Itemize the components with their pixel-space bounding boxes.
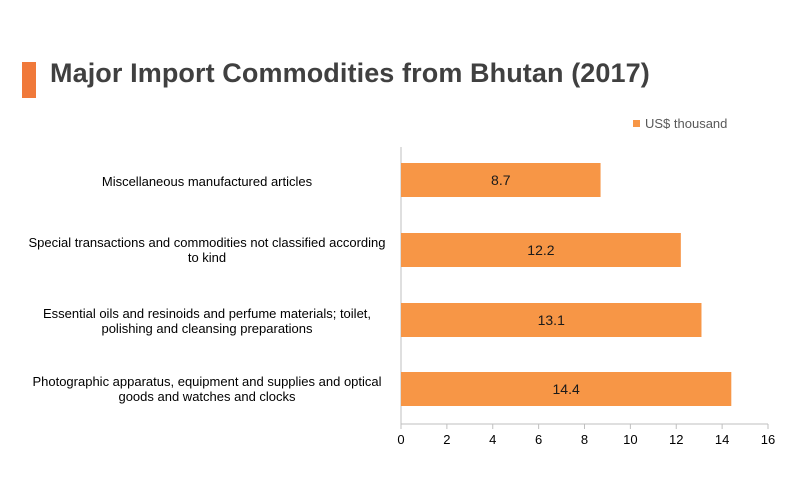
x-tick-label: 4 xyxy=(489,432,496,447)
y-category-label: Essential oils and resinoids and perfume… xyxy=(42,306,372,336)
x-tick-label: 2 xyxy=(443,432,450,447)
bar xyxy=(401,163,601,197)
legend-swatch xyxy=(633,120,640,127)
y-category-label: Photographic apparatus, equipment and su… xyxy=(32,374,382,404)
bar-value-label: 12.2 xyxy=(527,242,554,258)
x-tick-label: 10 xyxy=(623,432,637,447)
bar xyxy=(401,233,681,267)
title-accent-bar xyxy=(22,62,36,98)
bar xyxy=(401,303,702,337)
x-tick-label: 0 xyxy=(397,432,404,447)
bar-value-label: 14.4 xyxy=(553,381,580,397)
x-tick-label: 16 xyxy=(761,432,775,447)
y-category-label: Special transactions and commodities not… xyxy=(28,235,386,265)
x-tick-label: 12 xyxy=(669,432,683,447)
y-category-label: Miscellaneous manufactured articles xyxy=(101,173,313,189)
x-tick-label: 6 xyxy=(535,432,542,447)
bar xyxy=(401,372,732,406)
bar-value-label: 13.1 xyxy=(538,312,565,328)
bar-value-label: 8.7 xyxy=(491,172,511,188)
x-tick-label: 8 xyxy=(581,432,588,447)
x-tick-label: 14 xyxy=(715,432,729,447)
page-title: Major Import Commodities from Bhutan (20… xyxy=(50,58,650,88)
legend-label: US$ thousand xyxy=(645,116,727,131)
